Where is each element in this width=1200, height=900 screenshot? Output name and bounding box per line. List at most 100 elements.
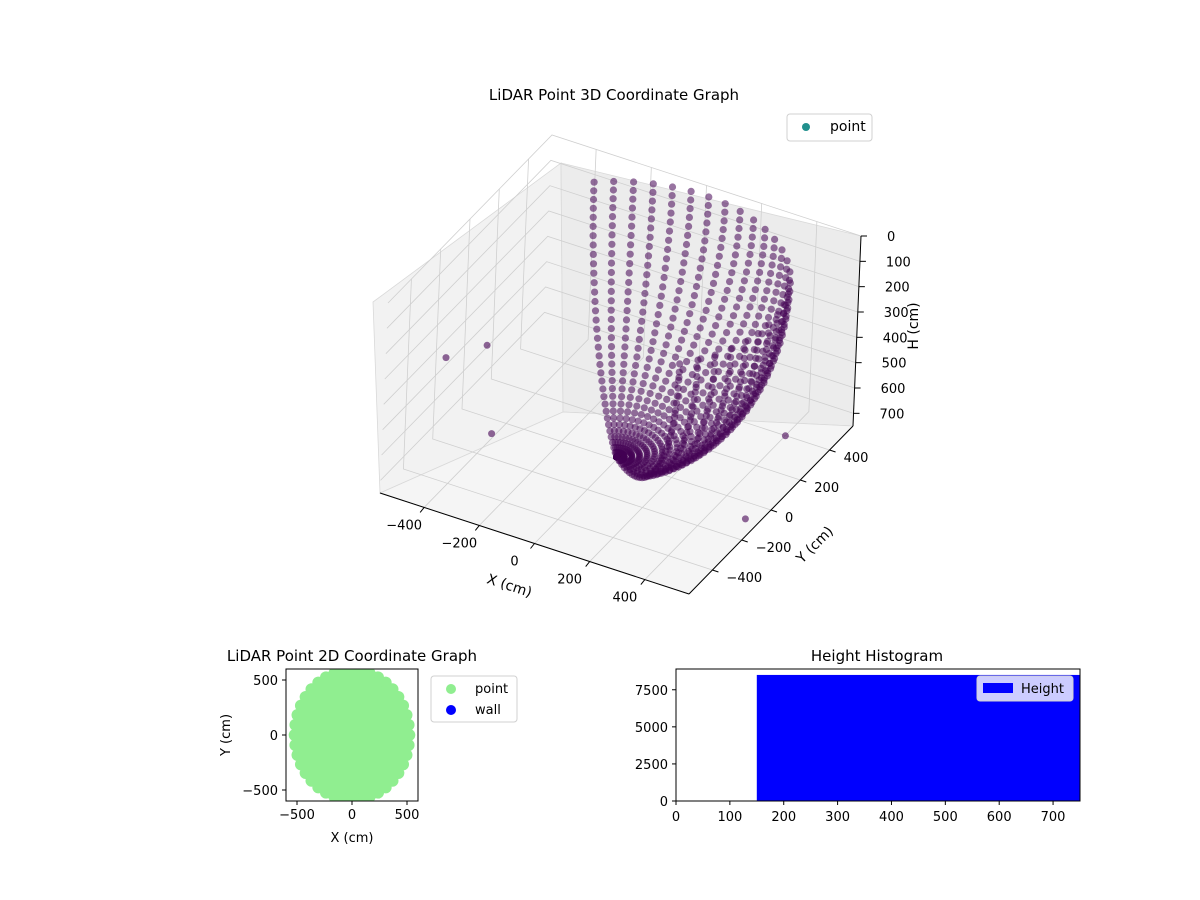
cloud-point — [678, 268, 686, 276]
cloud-point — [607, 325, 615, 333]
point-cloud-2d-edge — [288, 669, 416, 801]
cloud-point — [608, 351, 616, 359]
cloud-point — [659, 283, 667, 291]
cloud-point — [763, 367, 771, 375]
grid-line-z — [384, 210, 858, 380]
cloud-point — [644, 252, 653, 260]
cloud-point — [736, 207, 744, 215]
cloud-point — [589, 204, 597, 212]
cloud-point — [668, 361, 677, 369]
x-axis-label: X (cm) — [485, 571, 534, 601]
cloud-point — [626, 260, 634, 268]
cloud-point — [754, 330, 762, 338]
cloud-point — [645, 242, 653, 251]
cloud-point — [609, 204, 617, 212]
cloud-point — [598, 377, 606, 385]
cloud-point — [610, 177, 618, 186]
cloud-point — [644, 261, 652, 269]
cloud-point — [591, 307, 600, 315]
cloud-point — [760, 242, 768, 250]
cloud-point — [711, 359, 719, 368]
cloud-point — [590, 279, 598, 287]
cloud-point — [693, 373, 701, 381]
cloud-point — [727, 353, 735, 361]
cloud-point — [692, 380, 700, 389]
legend-2d-point-marker — [446, 684, 456, 694]
cloud-point — [731, 251, 740, 259]
cloud-point — [625, 269, 633, 277]
cloud-point — [603, 414, 612, 422]
x-tick-label: 700 — [1041, 810, 1066, 825]
chart-2d-xlabel: X (cm) — [331, 831, 374, 846]
cloud-point — [643, 397, 651, 405]
cloud-point — [717, 406, 725, 414]
cloud-point — [735, 385, 743, 393]
cloud-point — [723, 286, 731, 295]
cloud-point — [702, 369, 710, 377]
cloud-point — [591, 288, 599, 296]
point-cloud-3d — [442, 177, 794, 523]
cloud-point — [772, 288, 780, 296]
cloud-point — [662, 377, 670, 385]
cloud-point — [700, 418, 708, 426]
cloud-point — [725, 369, 733, 378]
cloud-point — [767, 305, 775, 313]
cloud-point — [679, 385, 688, 393]
cloud-point — [761, 234, 769, 242]
cloud-point — [639, 380, 647, 388]
x-tick — [585, 561, 591, 567]
cloud-point — [589, 195, 598, 204]
cloud-point — [687, 196, 695, 204]
cloud-point — [654, 311, 662, 319]
cloud-point — [658, 402, 667, 410]
x-tick — [530, 543, 535, 549]
cloud-point — [663, 395, 671, 403]
cloud-point — [775, 271, 784, 279]
cloud-point — [665, 236, 673, 244]
y-tick-label: 200 — [814, 481, 839, 496]
z-axis-label: H (cm) — [906, 302, 922, 349]
cloud-2d-point — [397, 758, 410, 771]
cloud-point — [743, 311, 751, 319]
cloud-point — [678, 336, 686, 344]
cloud-point — [651, 329, 659, 337]
cloud-point — [637, 387, 645, 395]
cloud-point — [748, 233, 756, 241]
cloud-point — [709, 375, 717, 384]
cloud-point — [713, 261, 722, 269]
ticks-3d: −400 −200 0 200 400 −400 −200 0 200 400 0 100 200 300… — [386, 230, 910, 606]
cloud-point — [647, 406, 656, 414]
cloud-point — [707, 288, 715, 297]
cloud-point — [704, 201, 712, 210]
cloud-point — [694, 356, 702, 364]
cloud-point — [717, 243, 725, 251]
x-tick-label: 200 — [771, 810, 796, 825]
cloud-point — [751, 320, 760, 328]
cloud-point — [772, 328, 780, 336]
cloud-point — [675, 376, 683, 384]
chart-2d-ylabel: Y (cm) — [219, 714, 234, 757]
cloud-point — [749, 294, 757, 302]
cloud-point — [670, 413, 679, 421]
cloud-point — [660, 273, 668, 282]
cloud-point — [630, 370, 638, 378]
cloud-point — [784, 290, 793, 298]
cloud-point — [673, 392, 681, 400]
cloud-point — [719, 226, 727, 234]
cloud-point — [726, 278, 734, 286]
cloud-point — [708, 330, 716, 338]
histogram-legend-label: Height — [1021, 682, 1064, 697]
cloud-point — [618, 385, 626, 393]
cloud-point — [628, 416, 636, 424]
cloud-point — [736, 378, 745, 386]
grid-line-z — [383, 235, 857, 405]
cloud-point — [589, 241, 597, 249]
cloud-point — [590, 178, 598, 186]
cloud-point — [660, 412, 668, 420]
z-tick-label: 100 — [886, 255, 911, 270]
cloud-point — [641, 372, 649, 380]
cloud-point — [746, 353, 754, 361]
cloud-point — [699, 246, 708, 254]
cloud-point — [724, 377, 732, 385]
cloud-point — [706, 398, 714, 406]
